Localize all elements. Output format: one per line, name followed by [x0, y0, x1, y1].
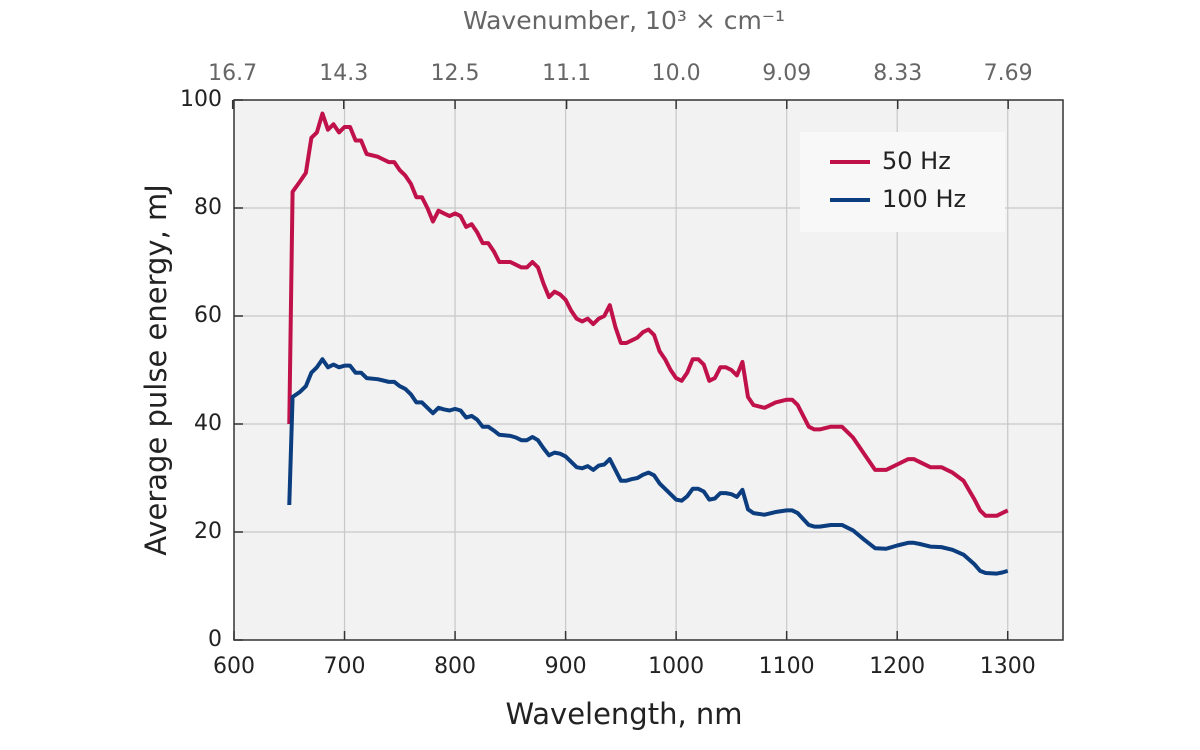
x-tick-label: 900 — [545, 654, 587, 679]
legend-label: 50 Hz — [882, 147, 951, 175]
x2-tick-label: 8.33 — [873, 61, 922, 86]
grid — [231, 99, 1063, 641]
x2-tick-label: 11.1 — [542, 61, 591, 86]
x-tick-label: 1300 — [980, 654, 1036, 679]
x-tick-label: 700 — [324, 654, 366, 679]
y-tick-label: 0 — [208, 627, 222, 652]
x-tick-label: 1000 — [648, 654, 704, 679]
x2-tick-label: 10.0 — [652, 61, 701, 86]
y-tick-label: 60 — [194, 303, 222, 328]
legend: 50 Hz 100 Hz — [800, 132, 1005, 232]
x2-tick-label: 12.5 — [431, 61, 480, 86]
y-tick-label: 80 — [194, 195, 222, 220]
x-axis-title: Wavelength, nm — [505, 697, 742, 731]
x2-axis-title: Wavenumber, 10³ × cm⁻¹ — [463, 6, 785, 35]
x2-tick-label: 14.3 — [319, 61, 368, 86]
y-tick-label: 20 — [194, 519, 222, 544]
y-axis-title: Average pulse energy, mJ — [139, 184, 173, 556]
x2-tick-label: 7.69 — [984, 61, 1033, 86]
x-tick-label: 800 — [434, 654, 476, 679]
series-line — [287, 111, 1009, 518]
legend-label: 100 Hz — [882, 185, 966, 213]
legend-box — [800, 132, 1005, 232]
x-tick-label: 1200 — [869, 654, 925, 679]
x2-tick-label: 16.7 — [208, 61, 257, 86]
x-tick-label: 1100 — [759, 654, 815, 679]
y-tick-label: 40 — [194, 411, 222, 436]
series-line — [287, 357, 1009, 576]
x2-tick-label: 9.09 — [762, 61, 811, 86]
x-tick-label: 600 — [213, 654, 255, 679]
y-tick-label: 100 — [180, 87, 222, 112]
plot-frame — [233, 99, 1064, 641]
lines — [287, 111, 1009, 576]
